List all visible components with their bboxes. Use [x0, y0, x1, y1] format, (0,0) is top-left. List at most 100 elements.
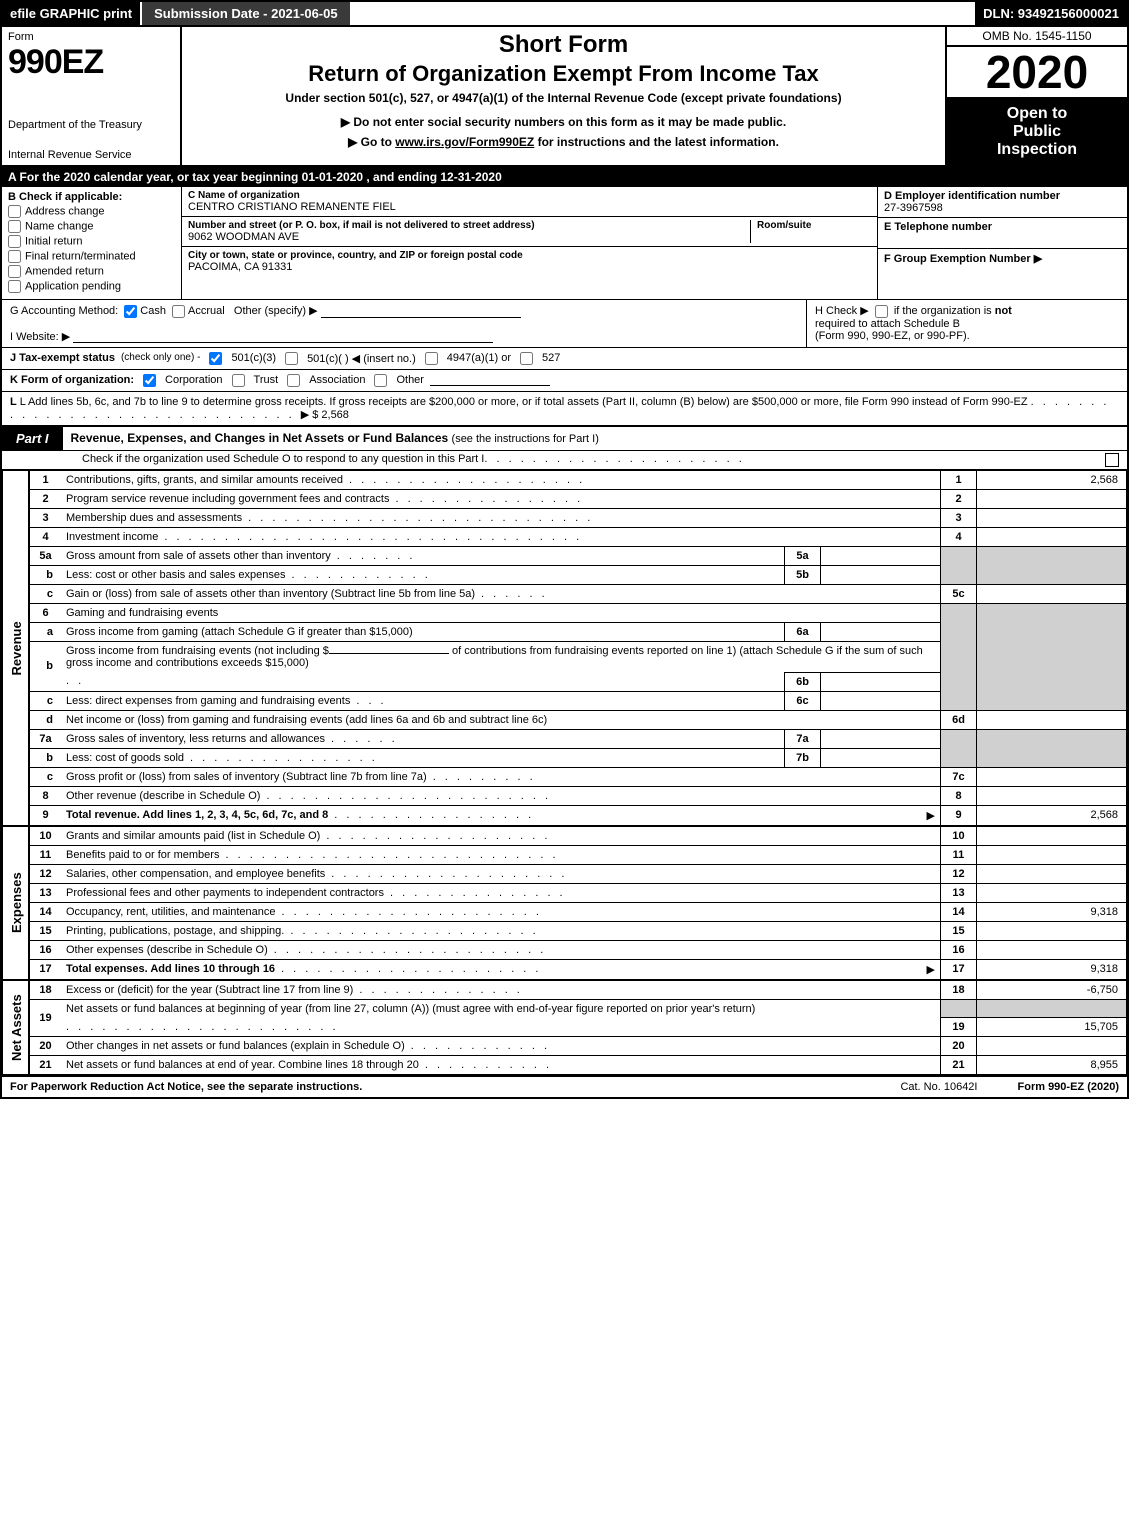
org-name-label: C Name of organization [188, 190, 871, 201]
line-5a: 5a Gross amount from sale of assets othe… [3, 546, 1127, 565]
l16-desc: Other expenses (describe in Schedule O) [66, 944, 274, 956]
dots-icon: . . . . . . . . . . . . . . . . . . . . … [290, 925, 935, 937]
line-16: 16 Other expenses (describe in Schedule … [3, 940, 1127, 959]
chk-4947[interactable] [425, 352, 438, 365]
chk-h[interactable] [875, 305, 888, 318]
h-text2: if the organization is [894, 305, 995, 317]
street-row: Number and street (or P. O. box, if mail… [182, 217, 877, 247]
l6a-desc: Gross income from gaming (attach Schedul… [66, 626, 413, 638]
chk-527[interactable] [520, 352, 533, 365]
website-input[interactable] [73, 331, 493, 343]
l-text: L Add lines 5b, 6c, and 7b to line 9 to … [20, 396, 1028, 408]
l7a-midamt [821, 729, 941, 748]
chk-accrual[interactable] [172, 305, 185, 318]
chk-final-return-box[interactable] [8, 250, 21, 263]
l6c-num: c [29, 691, 61, 710]
line-13: 13 Professional fees and other payments … [3, 883, 1127, 902]
l5ab-greycol [941, 546, 977, 584]
dots-icon: . . . . . . . . . . . . . . . . . . . . … [164, 531, 935, 543]
chk-final-return-label: Final return/terminated [25, 250, 136, 262]
l19-amt: 15,705 [977, 1018, 1127, 1037]
l12-num: 12 [29, 864, 61, 883]
dots-icon: . . . . . . . . . [433, 771, 935, 783]
title-short-form: Short Form [190, 31, 937, 59]
lines-table: Revenue 1 Contributions, gifts, grants, … [2, 470, 1127, 1076]
chk-amended-return-box[interactable] [8, 265, 21, 278]
irs-link[interactable]: www.irs.gov/Form990EZ [395, 135, 534, 149]
line-19b: . . . . . . . . . . . . . . . . . . . . … [3, 1018, 1127, 1037]
l18-desc: Excess or (deficit) for the year (Subtra… [66, 984, 359, 996]
dots-icon: . . [66, 675, 84, 687]
k-other-input[interactable] [430, 374, 550, 386]
chk-other-org[interactable] [374, 374, 387, 387]
ein-row: D Employer identification number 27-3967… [878, 187, 1127, 218]
dots-icon: . . . . . . . . . . . . [292, 569, 779, 581]
h-text3: required to attach Schedule B [815, 318, 960, 330]
chk-501c[interactable] [285, 352, 298, 365]
chk-application-pending-box[interactable] [8, 280, 21, 293]
dots-icon: . . . . . . [481, 588, 935, 600]
chk-initial-return: Initial return [8, 235, 175, 248]
l12-desc: Salaries, other compensation, and employ… [66, 868, 331, 880]
l6b-blank[interactable] [329, 653, 449, 654]
l5a-mid: 5a [785, 546, 821, 565]
part1-title: Revenue, Expenses, and Changes in Net As… [63, 427, 1127, 450]
part1-title-text: Revenue, Expenses, and Changes in Net As… [71, 431, 449, 445]
org-name-row: C Name of organization CENTRO CRISTIANO … [182, 187, 877, 217]
part1-check-box[interactable] [1105, 453, 1119, 467]
form-number: 990EZ [8, 43, 174, 82]
l15-num: 15 [29, 921, 61, 940]
g-other-input[interactable] [321, 306, 521, 318]
l17-col: 17 [941, 959, 977, 980]
chk-address-change-box[interactable] [8, 205, 21, 218]
chk-501c3[interactable] [209, 352, 222, 365]
l7ab-greycol [941, 729, 977, 767]
chk-corporation[interactable] [143, 374, 156, 387]
l7c-desc: Gross profit or (loss) from sales of inv… [66, 771, 433, 783]
l18-col: 18 [941, 980, 977, 1000]
chk-cash[interactable] [124, 305, 137, 318]
footer-right-pre: Form [1018, 1081, 1049, 1093]
l9-amt: 2,568 [977, 805, 1127, 826]
l10-desc: Grants and similar amounts paid (list in… [66, 830, 326, 842]
l7c-num: c [29, 767, 61, 786]
part1-check-row: Check if the organization used Schedule … [2, 451, 1127, 470]
expenses-label-rot: Expenses [3, 826, 30, 980]
title-return: Return of Organization Exempt From Incom… [190, 61, 937, 87]
header-center: Short Form Return of Organization Exempt… [182, 27, 947, 165]
part1-check-text: Check if the organization used Schedule … [82, 453, 484, 467]
l5b-mid: 5b [785, 565, 821, 584]
irs-link-text: www.irs.gov/Form990EZ [395, 135, 534, 149]
row-k: K Form of organization: Corporation Trus… [2, 370, 1127, 392]
line-18: Net Assets 18 Excess or (deficit) for th… [3, 980, 1127, 1000]
chk-initial-return-box[interactable] [8, 235, 21, 248]
chk-name-change-box[interactable] [8, 220, 21, 233]
city-value: PACOIMA, CA 91331 [188, 261, 871, 273]
dots-icon: . . . . . . . . . . . . . . . . . . . . … [248, 512, 935, 524]
l6a-mid: 6a [785, 622, 821, 641]
chk-association[interactable] [287, 374, 300, 387]
dots-icon: . . . . . . . . . . . . . . . . . . . . … [225, 849, 935, 861]
line-7a: 7a Gross sales of inventory, less return… [3, 729, 1127, 748]
chk-address-change-label: Address change [25, 205, 105, 217]
l2-desc: Program service revenue including govern… [66, 493, 395, 505]
chk-application-pending-label: Application pending [25, 280, 121, 292]
l17-amt: 9,318 [977, 959, 1127, 980]
l6-greycol [941, 603, 977, 710]
l5b-midamt [821, 565, 941, 584]
note-goto-post: for instructions and the latest informat… [534, 135, 779, 149]
chk-4947-label: 4947(a)(1) or [447, 352, 511, 364]
g-other-label: Other (specify) ▶ [234, 305, 318, 317]
dots-icon: . . . [356, 695, 779, 707]
dots-icon: . . . . . . . . . . . . . . [359, 984, 935, 996]
l1-num: 1 [29, 470, 61, 489]
line-21: 21 Net assets or fund balances at end of… [3, 1056, 1127, 1075]
efile-print-button[interactable]: efile GRAPHIC print [2, 2, 140, 25]
footer-right-post: (2020) [1084, 1081, 1119, 1093]
l7b-num: b [29, 748, 61, 767]
l3-desc: Membership dues and assessments [66, 512, 248, 524]
chk-trust[interactable] [232, 374, 245, 387]
l13-amt [977, 883, 1127, 902]
l5b-num: b [29, 565, 61, 584]
line-5c: c Gain or (loss) from sale of assets oth… [3, 584, 1127, 603]
